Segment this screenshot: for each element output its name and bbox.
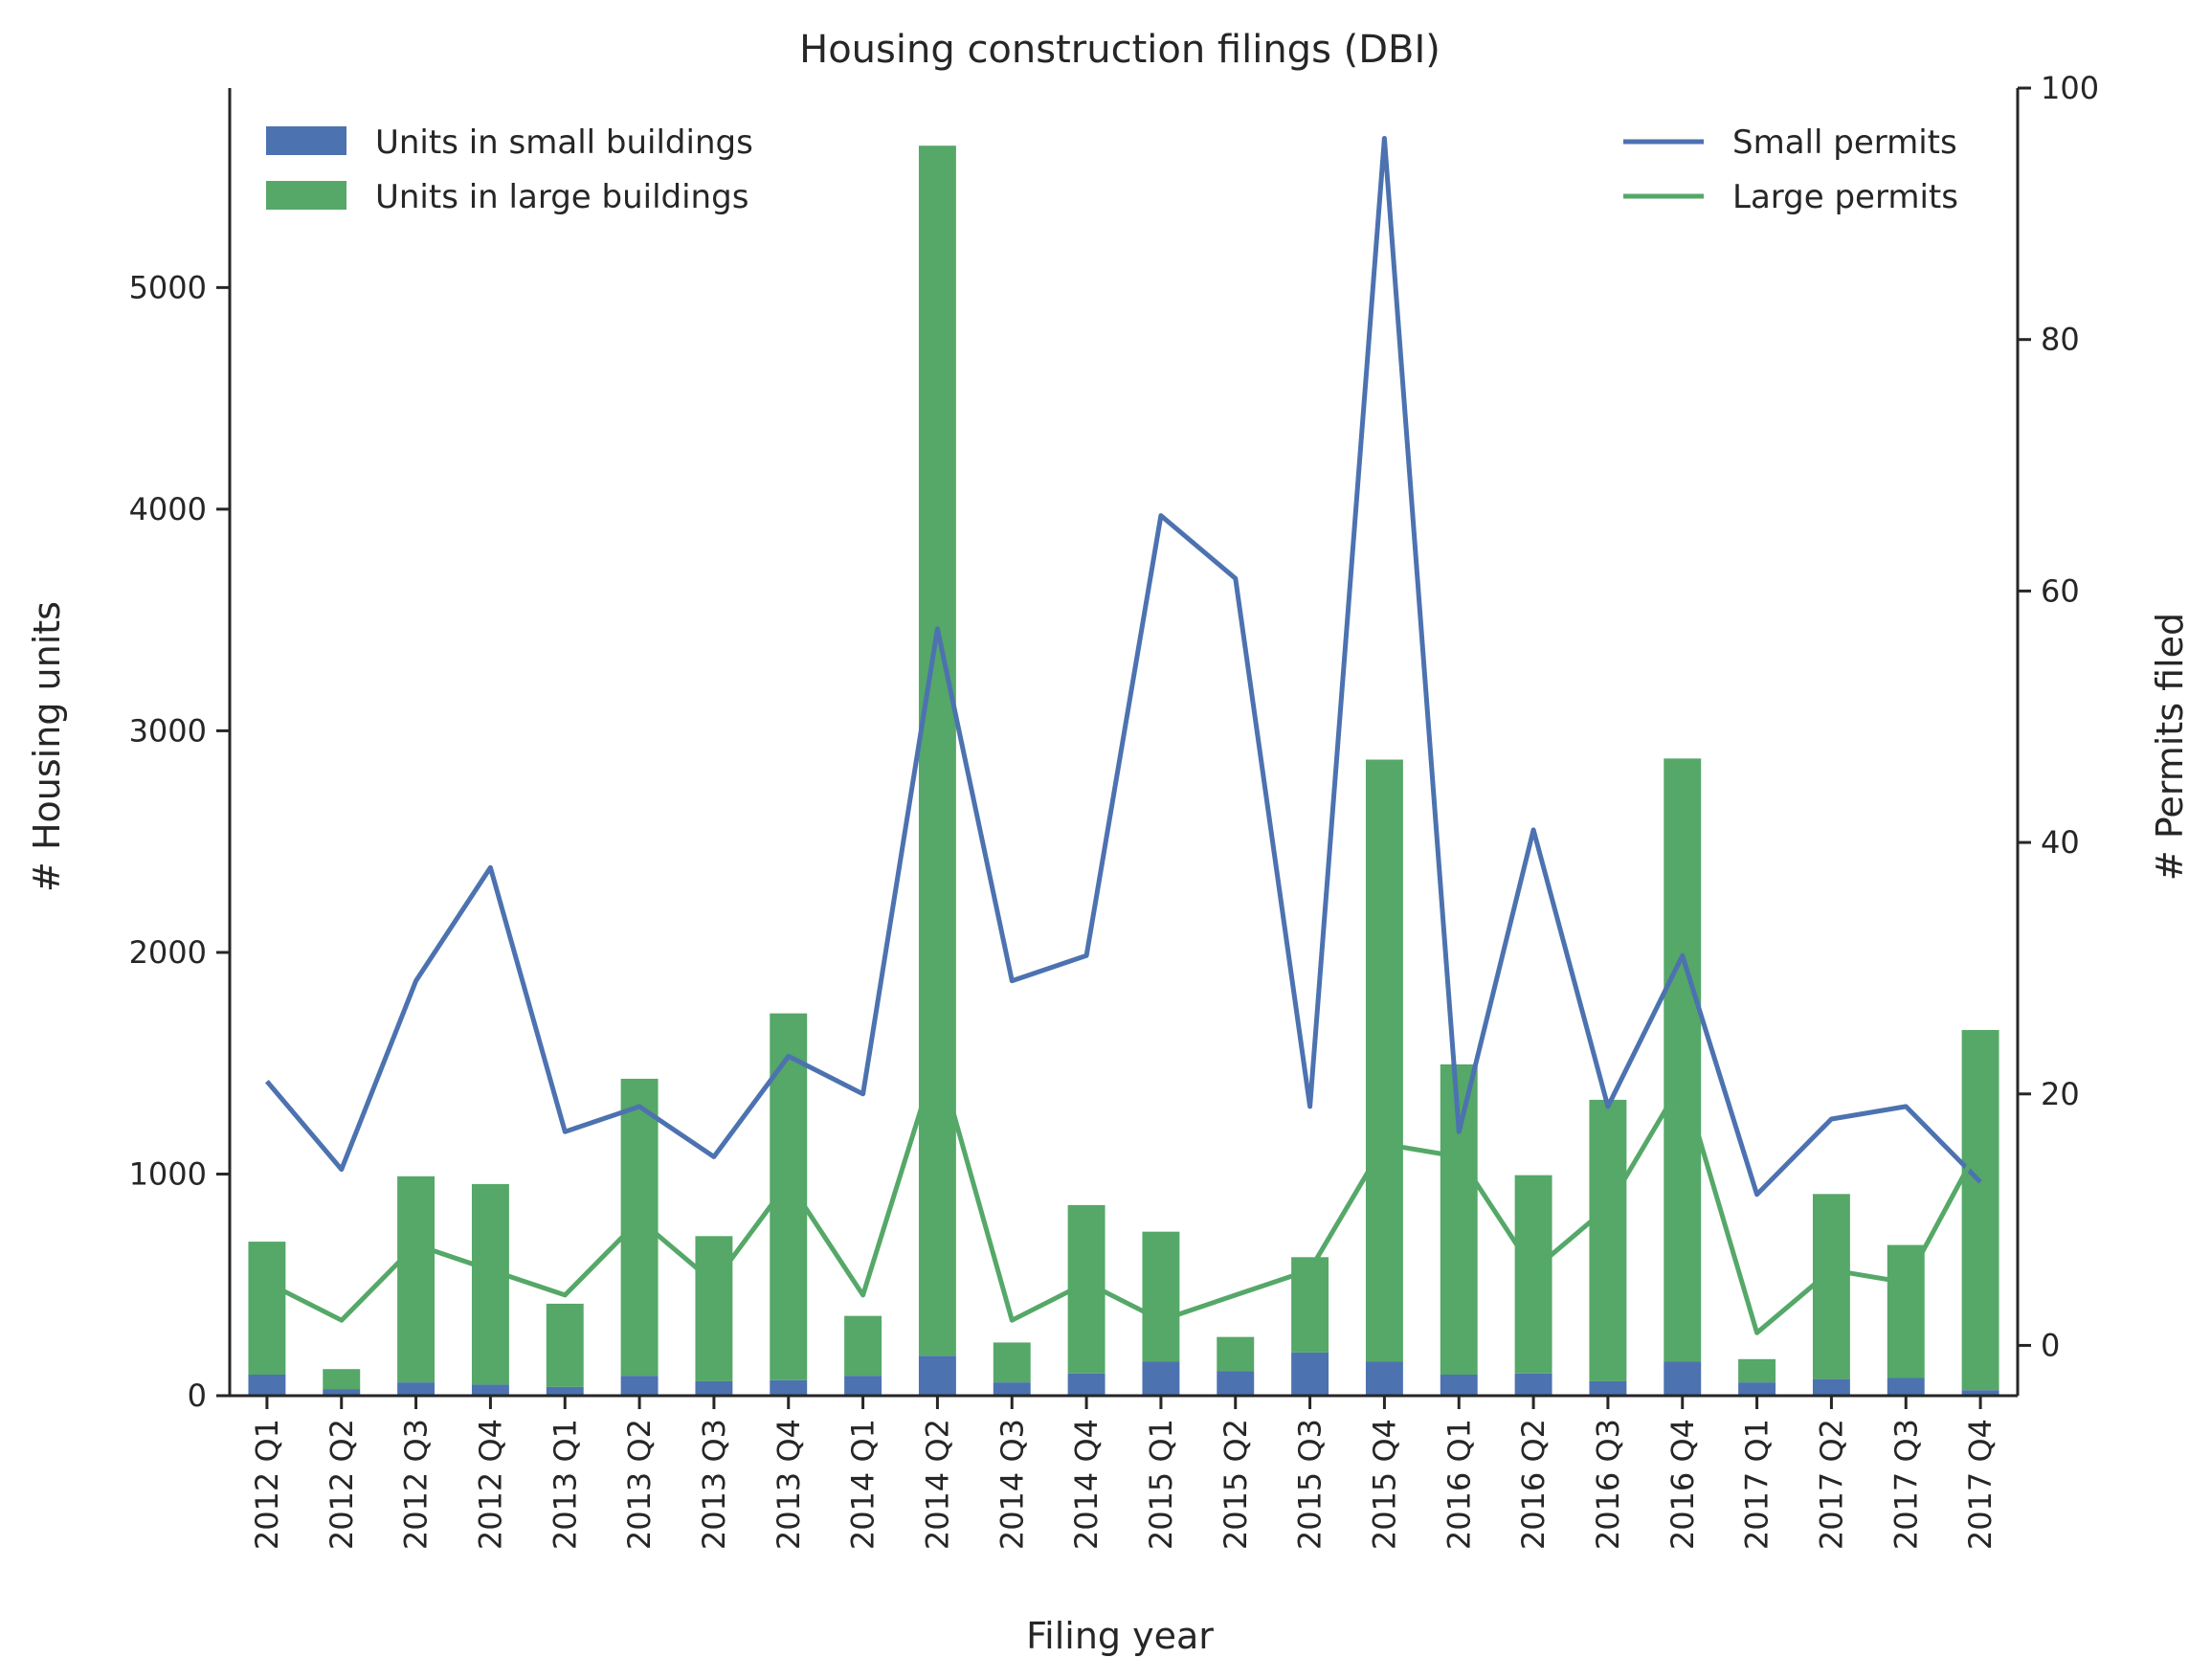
x-tick-label-10: 2014 Q3: [994, 1419, 1030, 1550]
y-left-tick-label-1: 1000: [129, 1155, 207, 1192]
legend-swatch-bar-1: [266, 181, 346, 210]
bar-small-3: [471, 1384, 509, 1396]
axes: 0 1000 2000 3000 4000 5000 0 20 40 60 80 100 2012 Q1…: [129, 70, 2100, 1550]
bar-small-10: [993, 1382, 1031, 1396]
line-group: [264, 136, 1983, 1335]
chart-title: Housing construction filings (DBI): [799, 28, 1440, 72]
bar-small-23: [1961, 1390, 1999, 1396]
bar-large-19: [1664, 758, 1702, 1362]
x-tick-label-6: 2013 Q3: [696, 1419, 732, 1550]
bar-small-20: [1738, 1382, 1776, 1396]
x-tick-label-15: 2015 Q4: [1366, 1419, 1402, 1550]
x-tick-label-21: 2017 Q2: [1813, 1419, 1849, 1550]
x-tick-label-11: 2014 Q4: [1068, 1419, 1105, 1550]
x-tick-label-20: 2017 Q1: [1739, 1419, 1776, 1550]
y-axis-right-title: # Permits filed: [2149, 613, 2191, 881]
bar-large-5: [620, 1078, 659, 1377]
x-tick-label-13: 2015 Q2: [1217, 1419, 1254, 1550]
x-tick-label-0: 2012 Q1: [249, 1419, 285, 1550]
x-tick-label-16: 2016 Q1: [1440, 1419, 1477, 1550]
y-left-tick-label-3: 3000: [129, 712, 207, 749]
y-right-tick-label-5: 100: [2041, 70, 2099, 106]
bar-small-16: [1440, 1375, 1478, 1396]
bar-large-15: [1365, 759, 1403, 1362]
y-left-tick-label-2: 2000: [129, 934, 207, 971]
x-tick-label-1: 2012 Q2: [324, 1419, 360, 1550]
bar-group: [248, 146, 1999, 1396]
legend: Units in small buildings Units in large b…: [266, 123, 1958, 216]
bar-small-18: [1589, 1380, 1627, 1396]
x-tick-label-3: 2012 Q4: [472, 1419, 508, 1550]
x-tick-label-4: 2013 Q1: [547, 1419, 583, 1550]
bar-small-14: [1291, 1352, 1329, 1396]
bar-small-12: [1142, 1361, 1180, 1396]
x-tick-label-18: 2016 Q3: [1590, 1419, 1626, 1550]
bar-small-5: [620, 1376, 659, 1396]
bar-large-10: [993, 1342, 1031, 1383]
legend-swatch-bar-0: [266, 126, 346, 155]
bar-small-13: [1217, 1371, 1255, 1396]
bar-small-8: [844, 1376, 882, 1396]
y-right-tick-label-2: 40: [2041, 824, 2080, 861]
line-series-0: [264, 136, 1982, 1198]
bar-small-21: [1812, 1378, 1850, 1396]
x-tick-label-9: 2014 Q2: [919, 1419, 955, 1550]
legend-label-line-1: Large permits: [1732, 178, 1958, 216]
bar-large-13: [1217, 1336, 1255, 1372]
y-right-tick-label-1: 20: [2041, 1076, 2080, 1112]
bar-small-7: [770, 1379, 808, 1396]
bar-large-12: [1142, 1231, 1180, 1362]
bar-small-15: [1365, 1361, 1403, 1396]
x-tick-label-19: 2016 Q4: [1664, 1419, 1701, 1550]
y-left-tick-label-4: 4000: [129, 491, 207, 527]
legend-label-line-0: Small permits: [1732, 123, 1957, 162]
bar-small-17: [1514, 1373, 1552, 1396]
bar-large-17: [1514, 1175, 1552, 1374]
bar-large-8: [844, 1315, 882, 1377]
bar-small-19: [1664, 1361, 1702, 1396]
bar-large-20: [1738, 1358, 1776, 1383]
line-series-1: [265, 1053, 1983, 1335]
bar-small-9: [918, 1355, 956, 1396]
y-axis-left-title: # Housing units: [26, 601, 68, 892]
y-left-tick-label-5: 5000: [129, 269, 207, 305]
bar-small-4: [546, 1386, 584, 1396]
bar-small-0: [248, 1375, 286, 1396]
bar-large-18: [1589, 1099, 1627, 1381]
y-right-tick-label-3: 60: [2041, 572, 2080, 609]
x-tick-label-23: 2017 Q4: [1962, 1419, 1999, 1550]
bar-large-1: [323, 1369, 361, 1390]
bar-large-0: [248, 1242, 286, 1376]
bar-large-21: [1812, 1194, 1850, 1379]
y-left-tick-label-0: 0: [188, 1378, 207, 1414]
x-tick-label-17: 2016 Q2: [1515, 1419, 1552, 1550]
bar-small-22: [1887, 1378, 1925, 1396]
bar-large-3: [471, 1183, 509, 1385]
x-tick-label-8: 2014 Q1: [845, 1419, 882, 1550]
x-tick-label-22: 2017 Q3: [1887, 1419, 1924, 1550]
x-tick-label-5: 2013 Q2: [621, 1419, 658, 1550]
x-tick-label-14: 2015 Q3: [1292, 1419, 1329, 1550]
bar-large-6: [695, 1236, 733, 1381]
bar-large-22: [1887, 1244, 1925, 1378]
x-tick-label-12: 2015 Q1: [1143, 1419, 1179, 1550]
bar-small-6: [695, 1380, 733, 1396]
legend-label-bar-0: Units in small buildings: [375, 123, 753, 162]
bar-large-9: [918, 146, 956, 1356]
x-tick-label-2: 2012 Q3: [398, 1419, 435, 1550]
bar-large-2: [397, 1176, 436, 1383]
y-right-tick-label-0: 0: [2041, 1327, 2060, 1363]
y-right-tick-label-4: 80: [2041, 322, 2080, 358]
bar-large-23: [1961, 1029, 1999, 1391]
legend-label-bar-1: Units in large buildings: [375, 178, 748, 216]
x-axis-title: Filing year: [1026, 1615, 1214, 1657]
x-tick-label-7: 2013 Q4: [770, 1419, 807, 1550]
bar-small-2: [397, 1382, 436, 1396]
bar-large-4: [546, 1303, 584, 1387]
bar-small-11: [1067, 1373, 1106, 1396]
bar-small-1: [323, 1389, 361, 1396]
